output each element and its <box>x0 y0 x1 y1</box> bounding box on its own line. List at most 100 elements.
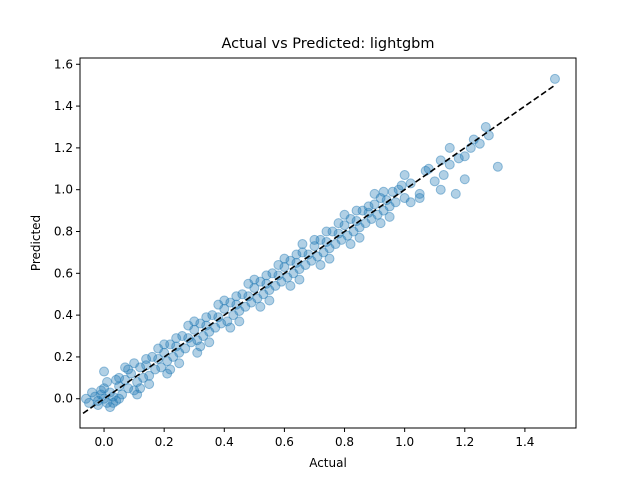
data-point <box>405 197 416 208</box>
data-point <box>288 268 299 279</box>
data-point <box>126 368 137 379</box>
data-point <box>123 364 134 375</box>
data-point <box>252 293 263 304</box>
data-point <box>282 272 293 283</box>
data-point <box>222 316 233 327</box>
data-point <box>195 318 206 329</box>
data-point <box>360 218 371 229</box>
data-point <box>243 291 254 302</box>
data-point <box>135 383 146 394</box>
data-point <box>348 226 359 237</box>
data-point <box>153 343 164 354</box>
data-point <box>438 170 449 181</box>
data-point <box>354 232 365 243</box>
y-tick-label: 1.2 <box>54 141 73 155</box>
data-point <box>213 299 224 310</box>
data-point <box>303 249 314 260</box>
data-point <box>234 316 245 327</box>
data-point <box>102 397 113 408</box>
data-point <box>228 310 239 321</box>
data-point <box>225 297 236 308</box>
data-point <box>114 372 125 383</box>
data-point <box>270 280 281 291</box>
data-point <box>294 264 305 275</box>
data-point <box>315 234 326 245</box>
data-point <box>414 188 425 199</box>
data-point <box>84 397 95 408</box>
data-point <box>141 354 152 365</box>
data-point <box>492 161 503 172</box>
data-point <box>264 285 275 296</box>
data-point <box>345 213 356 224</box>
data-point <box>306 255 317 266</box>
x-tick-label: 1.2 <box>455 435 474 449</box>
y-tick-label: 0.6 <box>54 266 73 280</box>
data-point <box>414 193 425 204</box>
data-point <box>201 312 212 323</box>
data-point <box>204 337 215 348</box>
data-point <box>369 199 380 210</box>
data-point <box>363 201 374 212</box>
data-point <box>219 303 230 314</box>
plot-frame <box>79 57 577 429</box>
data-point <box>93 400 104 411</box>
data-point <box>162 356 173 367</box>
data-point <box>156 362 167 373</box>
data-point <box>324 253 335 264</box>
data-point <box>459 151 470 162</box>
x-tick-label: 1.4 <box>515 435 534 449</box>
data-point <box>129 385 140 396</box>
data-point <box>99 366 110 377</box>
data-point <box>333 228 344 239</box>
data-point <box>99 383 110 394</box>
data-point <box>198 331 209 342</box>
data-point <box>420 165 431 176</box>
data-point <box>264 295 275 306</box>
data-point <box>300 259 311 270</box>
data-point <box>261 270 272 281</box>
data-point <box>102 377 113 388</box>
data-point <box>204 326 215 337</box>
data-point <box>324 243 335 254</box>
points-layer <box>81 73 560 413</box>
data-point <box>105 402 116 413</box>
data-point <box>81 393 92 404</box>
data-point <box>171 341 182 352</box>
data-point <box>123 383 134 394</box>
data-point <box>117 389 128 400</box>
data-point <box>390 197 401 208</box>
reference-line <box>82 84 556 415</box>
data-point <box>450 188 461 199</box>
data-point <box>255 301 266 312</box>
data-point <box>354 222 365 233</box>
data-point <box>399 170 410 181</box>
data-point <box>93 395 104 406</box>
data-point <box>444 142 455 153</box>
x-tick-label: 1.0 <box>395 435 414 449</box>
data-point <box>339 220 350 231</box>
data-point <box>159 339 170 350</box>
data-point <box>435 184 446 195</box>
data-point <box>207 310 218 321</box>
data-point <box>468 134 479 145</box>
data-point <box>549 73 560 84</box>
data-point <box>213 312 224 323</box>
data-point <box>111 374 122 385</box>
data-point <box>132 377 143 388</box>
data-point <box>285 280 296 291</box>
data-point <box>225 322 236 333</box>
data-point <box>255 276 266 287</box>
data-point <box>321 226 332 237</box>
data-point <box>108 397 119 408</box>
x-tick-label: 0.2 <box>155 435 174 449</box>
y-tick-label: 0.8 <box>54 225 73 239</box>
data-point <box>276 276 287 287</box>
data-point <box>375 193 386 204</box>
data-point <box>180 343 191 354</box>
data-point <box>435 155 446 166</box>
data-point <box>378 186 389 197</box>
data-point <box>342 230 353 241</box>
data-point <box>384 211 395 222</box>
data-point <box>291 257 302 268</box>
data-point <box>279 262 290 273</box>
